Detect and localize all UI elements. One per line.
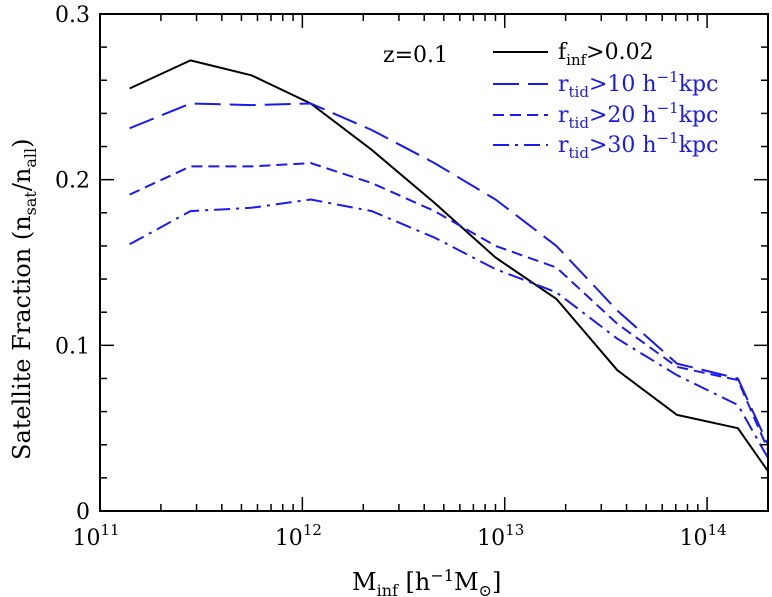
x-axis-title: Minf [h−1M⊙] [352,566,501,597]
x-tick-label: 1012 [275,521,322,551]
series-layer [129,59,769,472]
legend-label-4: rtid>30 h−1kpc [558,129,718,162]
legend-label-3: rtid>20 h−1kpc [558,99,718,132]
y-axis-title-sub1: sat [21,191,40,216]
legend-label-part: r [558,72,569,97]
legend-label-part: tid [569,83,590,101]
x-axis-title-unit-sub: ⊙ [479,581,492,597]
legend-label-part: −1 [657,99,679,117]
legend-label-part: r [558,133,569,158]
legend-label-part: >30 h [589,133,657,158]
y-tick-label: 0 [76,500,90,525]
series-line-1 [129,59,769,472]
legend-label-part: −1 [657,129,679,147]
x-tick-label-exp: 14 [708,521,727,539]
x-axis-title-bracket-open: [h [398,568,430,596]
y-tick-label: 0.2 [55,169,90,194]
legend-label-part: kpc [679,103,719,128]
legend-label-part: kpc [679,133,719,158]
y-tick-label: 0.1 [55,334,90,359]
series-line-2 [129,102,769,446]
y-axis-title-sub2: all [21,148,40,168]
y-axis-title: Satellite Fraction (nsat/nall) [8,138,40,460]
x-axis-title-bracket-close: ] [492,568,501,596]
series-line-3 [129,162,769,451]
x-tick-label: 1014 [680,521,727,551]
x-axis-title-sub: inf [377,581,399,597]
legend-label-part: >10 h [589,72,657,97]
legend-label-part: f [558,40,568,65]
y-axis-title-main: Satellite Fraction (n [8,215,36,460]
legend-label-part: −1 [657,68,679,86]
legend-label-2: rtid>10 h−1kpc [558,68,718,101]
x-tick-label: 1013 [477,521,524,551]
x-tick-label-exp: 11 [100,521,119,539]
legend-label-part: r [558,103,569,128]
x-tick-label-exp: 12 [303,521,322,539]
y-axis-title-close: ) [8,138,36,147]
legend-label-part: inf [566,51,587,69]
y-tick-label: 0.3 [55,3,90,28]
x-tick-label-base: 10 [477,526,505,551]
x-axis-title-main: M [352,568,377,596]
x-tick-label-base: 10 [275,526,303,551]
x-tick-label-base: 10 [72,526,100,551]
redshift-annotation: z=0.1 [383,43,448,68]
x-axis-title-sup: −1 [430,566,454,585]
y-axis-title-mid: /n [8,168,36,192]
x-tick-label-base: 10 [680,526,708,551]
legend-label-part: tid [569,144,590,162]
legend-label-part: >0.02 [586,40,653,65]
x-tick-label: 1011 [72,521,119,551]
x-axis-title-unit: M [454,568,479,596]
series-line-4 [129,198,769,459]
legend-label-part: >20 h [589,103,657,128]
plot-frame [99,13,769,512]
x-tick-label-exp: 13 [505,521,524,539]
legend-label-part: tid [569,114,590,132]
legend-label-part: kpc [679,72,719,97]
legend-label-1: finf>0.02 [558,40,654,69]
